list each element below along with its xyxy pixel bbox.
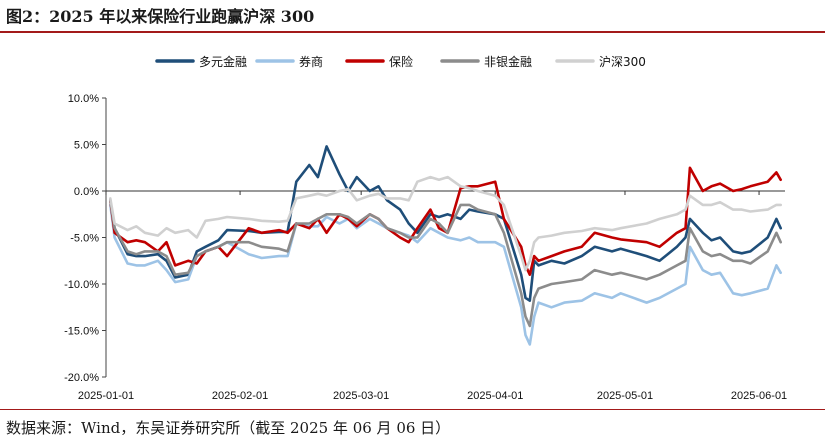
x-tick-label: 2025-03-01 [333, 390, 389, 402]
y-tick-label: -20.0% [64, 372, 99, 384]
series-line [109, 175, 783, 272]
y-tick-label: -5.0% [70, 233, 99, 245]
y-tick-label: -10.0% [64, 279, 99, 291]
y-tick-label: -15.0% [64, 326, 99, 338]
legend-label: 沪深300 [599, 55, 646, 69]
x-tick-label: 2025-02-01 [212, 390, 268, 402]
chart-axes: 10.0% 5.0% 0.0% -5.0% -10.0% -15.0% -20.0% 2025… [64, 93, 787, 402]
plot-area [109, 145, 783, 346]
line-chart: 多元金融 券商 保险 非银金融 沪深300 10.0% 5.0% 0.0% -5.0% -10.… [64, 54, 787, 402]
series-line [109, 203, 783, 346]
y-tick-label: 5.0% [74, 140, 99, 152]
series-line [109, 199, 783, 328]
x-tick-label: 2025-01-01 [78, 390, 134, 402]
x-tick-label: 2025-05-01 [597, 390, 653, 402]
title-rule [0, 31, 825, 33]
series-line [109, 145, 783, 303]
chart-legend: 多元金融 券商 保险 非银金融 沪深300 [155, 54, 646, 69]
legend-label: 保险 [389, 54, 413, 69]
source-note: 数据来源：Wind，东吴证券研究所（截至 2025 年 06 月 06 日） [6, 419, 451, 437]
y-tick-label: 10.0% [68, 93, 99, 105]
figure-title: 图2：2025 年以来保险行业跑赢沪深 300 [6, 7, 315, 26]
source-rule [0, 409, 825, 410]
x-tick-label: 2025-04-01 [467, 390, 523, 402]
legend-label: 多元金融 [199, 54, 247, 69]
legend-label: 非银金融 [484, 54, 532, 69]
legend-label: 券商 [299, 54, 323, 69]
y-tick-label: 0.0% [74, 186, 99, 198]
x-tick-label: 2025-06-01 [731, 390, 787, 402]
